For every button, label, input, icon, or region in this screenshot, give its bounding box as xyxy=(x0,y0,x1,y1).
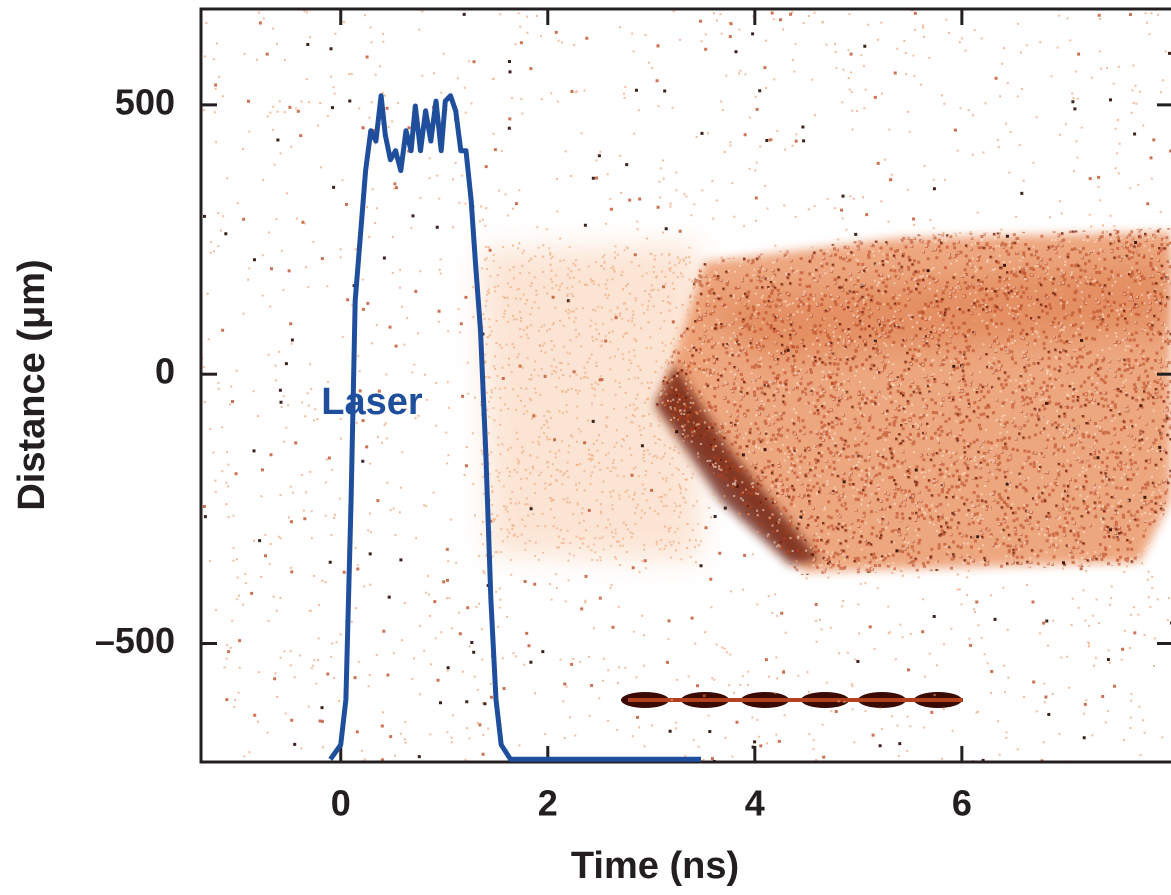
speckle xyxy=(655,228,1171,575)
fiducials xyxy=(621,692,963,708)
y-axis-label: Distance (μm) xyxy=(11,259,53,510)
laser-annotation: Laser xyxy=(321,381,423,423)
speckle xyxy=(480,245,702,562)
y-tick-label: 500 xyxy=(115,81,175,122)
x-tick-label: 0 xyxy=(331,783,351,824)
x-tick-label: 6 xyxy=(952,783,972,824)
shock-front xyxy=(655,365,820,565)
streak-image xyxy=(201,9,1171,762)
y-tick-label: –500 xyxy=(95,620,175,661)
axes: 0 2 4 6 500 0 –500 xyxy=(95,9,1171,824)
laser-line xyxy=(328,93,701,762)
fiducial-line xyxy=(628,698,963,702)
plot-frame xyxy=(199,7,1171,764)
x-tick-label: 4 xyxy=(745,783,765,824)
x-tick-label: 2 xyxy=(538,783,558,824)
faint-cloud xyxy=(480,245,700,560)
speckle xyxy=(655,228,1171,575)
y-tick-label: 0 xyxy=(155,351,175,392)
x-axis-label: Time (ns) xyxy=(571,845,739,887)
